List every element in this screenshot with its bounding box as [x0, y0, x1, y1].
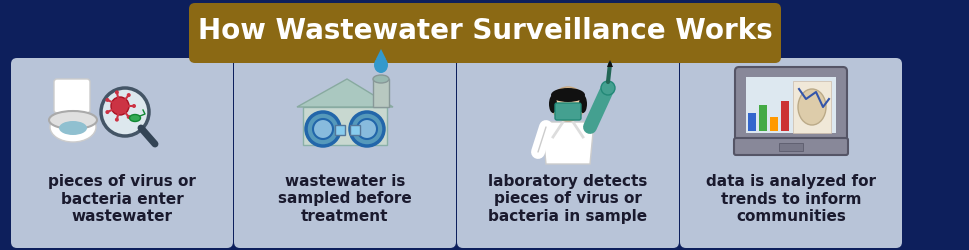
Circle shape	[357, 119, 377, 139]
Ellipse shape	[50, 112, 96, 142]
Bar	[769, 117, 777, 131]
Ellipse shape	[548, 95, 556, 113]
FancyBboxPatch shape	[54, 79, 90, 113]
Ellipse shape	[130, 114, 141, 121]
Polygon shape	[376, 49, 386, 59]
FancyBboxPatch shape	[734, 138, 847, 155]
Ellipse shape	[373, 75, 389, 83]
Bar	[758, 105, 766, 131]
Circle shape	[127, 93, 131, 97]
Text: wastewater is
sampled before
treatment: wastewater is sampled before treatment	[278, 174, 412, 224]
Circle shape	[350, 112, 384, 146]
FancyBboxPatch shape	[679, 58, 901, 248]
Polygon shape	[542, 122, 593, 164]
Bar	[793, 81, 830, 133]
Circle shape	[601, 81, 614, 95]
Circle shape	[305, 112, 340, 146]
Ellipse shape	[797, 89, 826, 125]
Circle shape	[127, 115, 131, 119]
Bar	[747, 113, 755, 131]
Ellipse shape	[550, 88, 584, 102]
Text: data is analyzed for
trends to inform
communities: data is analyzed for trends to inform co…	[705, 174, 875, 224]
Bar	[373, 79, 389, 107]
Circle shape	[114, 90, 119, 94]
Circle shape	[101, 88, 149, 136]
FancyBboxPatch shape	[554, 103, 580, 120]
Circle shape	[132, 104, 136, 108]
Text: pieces of virus or
bacteria enter
wastewater: pieces of virus or bacteria enter wastew…	[48, 174, 196, 224]
Ellipse shape	[374, 57, 388, 73]
Text: How Wastewater Surveillance Works: How Wastewater Surveillance Works	[198, 17, 771, 45]
Ellipse shape	[578, 95, 586, 113]
Text: laboratory detects
pieces of virus or
bacteria in sample: laboratory detects pieces of virus or ba…	[487, 174, 647, 224]
Circle shape	[550, 87, 584, 121]
Bar	[778, 143, 802, 151]
FancyBboxPatch shape	[735, 67, 846, 143]
Circle shape	[313, 119, 332, 139]
Bar	[745, 77, 835, 133]
Circle shape	[110, 97, 129, 115]
Circle shape	[114, 118, 119, 122]
FancyBboxPatch shape	[234, 58, 455, 248]
Polygon shape	[607, 60, 612, 67]
Circle shape	[106, 98, 109, 102]
FancyBboxPatch shape	[189, 3, 780, 63]
Bar	[350, 125, 359, 135]
Bar	[334, 125, 345, 135]
Bar	[780, 101, 788, 131]
Polygon shape	[297, 79, 392, 107]
FancyBboxPatch shape	[11, 58, 233, 248]
Ellipse shape	[59, 121, 87, 135]
FancyBboxPatch shape	[456, 58, 678, 248]
Ellipse shape	[49, 111, 97, 129]
Circle shape	[106, 110, 109, 114]
Bar	[302, 107, 387, 145]
